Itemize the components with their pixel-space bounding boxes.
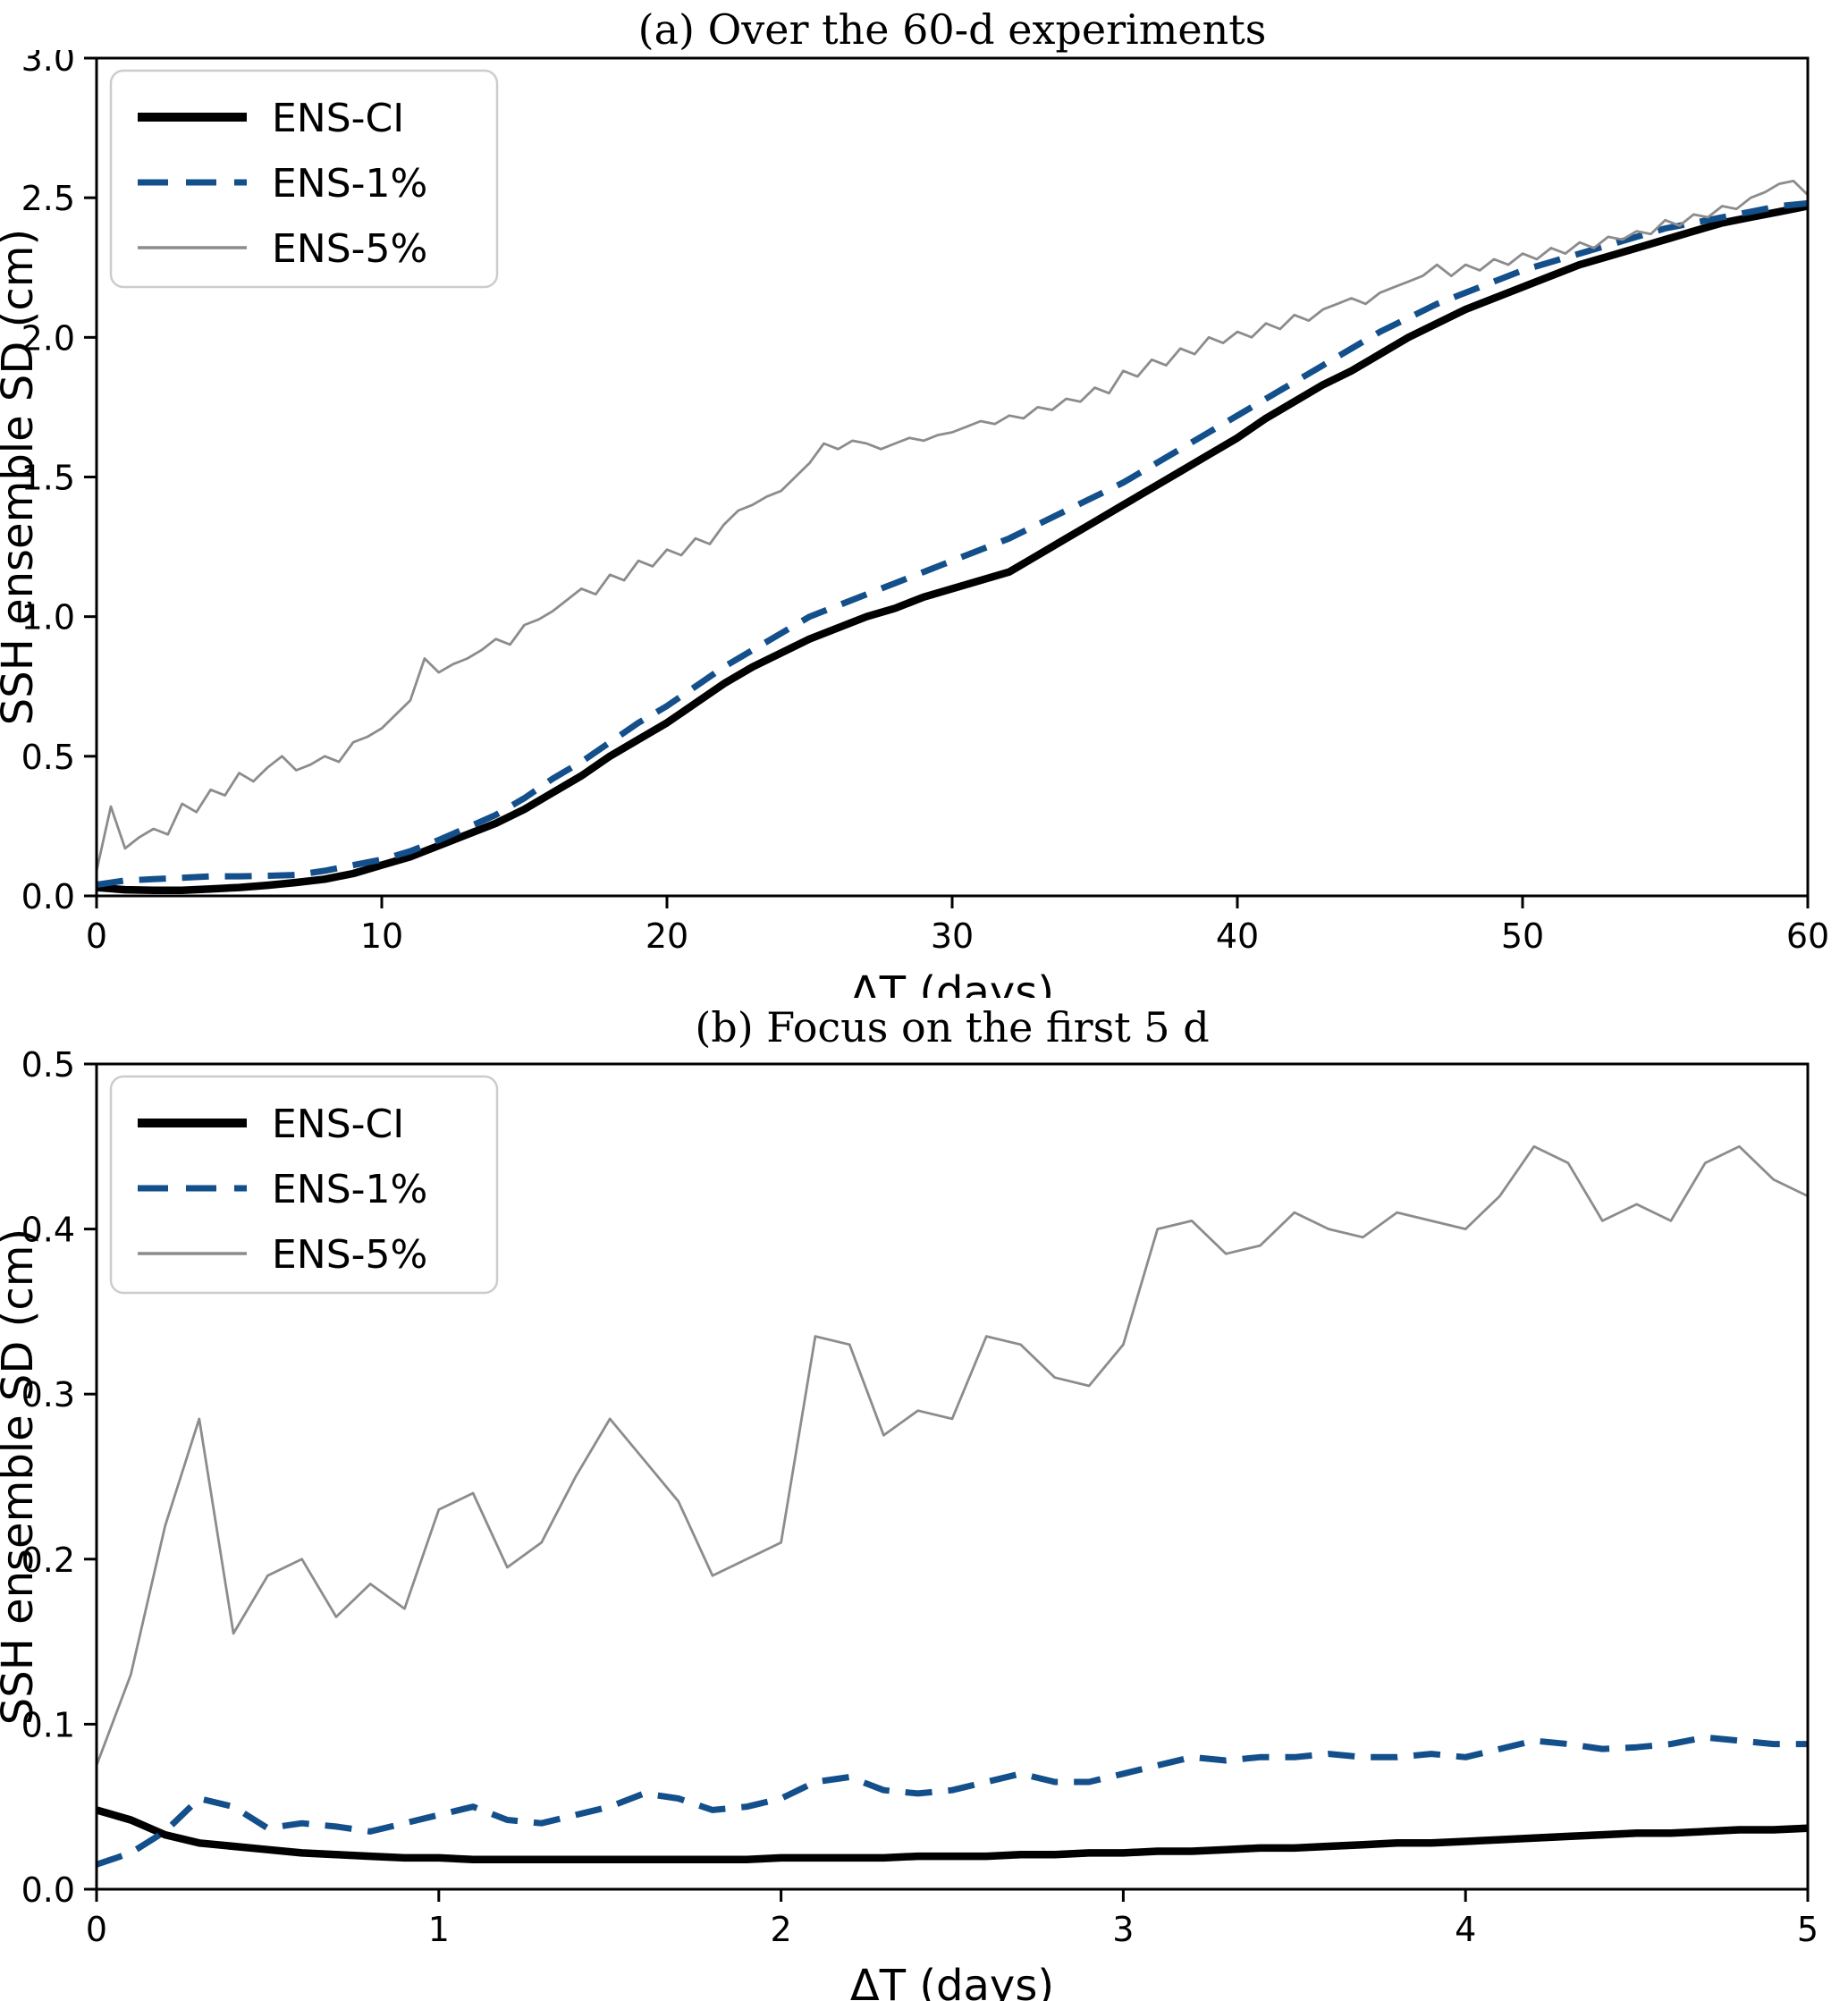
y-tick-label: 0.2 [21, 1541, 75, 1580]
series-ens-5--line [95, 180, 1809, 872]
y-tick-label: 0.0 [21, 877, 75, 916]
panel-b-chart: 0 1 2 3 4 5 0.0 0.1 0.2 0.3 0.4 0.5 ΔT (days) SSH ens… [0, 1048, 1818, 2001]
y-tick-label: 0.0 [21, 1870, 75, 1910]
y-axis: 0.0 0.1 0.2 0.3 0.4 0.5 [21, 1048, 97, 1910]
x-tick-label: 4 [1455, 1910, 1476, 1949]
y-tick-label: 0.4 [21, 1211, 75, 1250]
x-tick-label: 1 [428, 1910, 450, 1949]
x-tick-label: 60 [1786, 916, 1829, 956]
legend: ENS-CI ENS-1% ENS-5% [109, 1075, 499, 1295]
series-group [95, 1144, 1809, 1868]
y-tick-label: 0.1 [21, 1705, 75, 1744]
legend-entry-label: ENS-1% [272, 161, 427, 207]
x-tick-label: 50 [1501, 916, 1544, 956]
y-tick-label: 2.5 [21, 179, 75, 218]
y-tick-label: 1.0 [21, 598, 75, 637]
x-tick-label: 3 [1112, 1910, 1134, 1949]
x-tick-label: 0 [86, 1910, 107, 1949]
x-axis-label: ΔT (days) [850, 967, 1054, 998]
x-axis: 0 1 2 3 4 5 [86, 1889, 1818, 1949]
x-tick-label: 5 [1797, 1910, 1818, 1949]
x-tick-label: 20 [646, 916, 688, 956]
series-ens-ci-line [96, 202, 1809, 895]
x-tick-label: 40 [1216, 916, 1259, 956]
series-ens-1--line [96, 199, 1809, 888]
panel-a: (a) Over the 60-d experiments 0 10 20 30 40 5… [0, 0, 1848, 998]
legend-box [109, 69, 499, 289]
legend-entry-label: ENS-5% [272, 226, 427, 272]
x-axis-label: ΔT (days) [850, 1961, 1054, 2001]
y-axis: 0.0 0.5 1.0 1.5 2.0 2.5 3.0 [21, 50, 97, 916]
legend-box [109, 1075, 499, 1295]
x-tick-label: 30 [931, 916, 974, 956]
y-axis-label: SSH ensemble SD (cm) [0, 1228, 43, 1725]
y-tick-label: 1.5 [21, 459, 75, 498]
panel-b-title: (b) Focus on the first 5 d [695, 1003, 1210, 1051]
x-axis: 0 10 20 30 40 50 60 [86, 896, 1829, 956]
legend: ENS-CI ENS-1% ENS-5% [109, 69, 499, 289]
series-ens-ci-line [95, 1806, 1809, 1864]
y-axis-label: SSH ensemble SD (cm) [0, 229, 43, 725]
x-tick-label: 2 [771, 1910, 792, 1949]
panel-a-title: (a) Over the 60-d experiments [637, 5, 1267, 54]
y-tick-label: 0.5 [21, 1048, 75, 1085]
series-group [95, 180, 1809, 895]
panel-a-chart: 0 10 20 30 40 50 60 0.0 0.5 1.0 1.5 2.0 2.5 3.0 ΔT (da… [0, 50, 1829, 998]
y-tick-label: 0.3 [21, 1375, 75, 1414]
legend-entry-label: ENS-5% [272, 1232, 427, 1278]
y-tick-label: 3.0 [21, 50, 75, 79]
legend-entry-label: ENS-CI [272, 1102, 404, 1147]
legend-entry-label: ENS-1% [272, 1167, 427, 1212]
plot-frame [95, 1062, 1810, 1891]
y-tick-label: 2.0 [21, 318, 75, 358]
x-tick-label: 0 [86, 916, 107, 956]
y-tick-label: 0.5 [21, 738, 75, 777]
series-ens-5--line [95, 1144, 1809, 1766]
legend-entry-label: ENS-CI [272, 96, 404, 141]
x-tick-label: 10 [360, 916, 403, 956]
series-ens-1--line [95, 1734, 1808, 1868]
panel-b: (b) Focus on the first 5 d 0 1 2 3 4 5 0.0 0.1 0… [0, 998, 1848, 2001]
